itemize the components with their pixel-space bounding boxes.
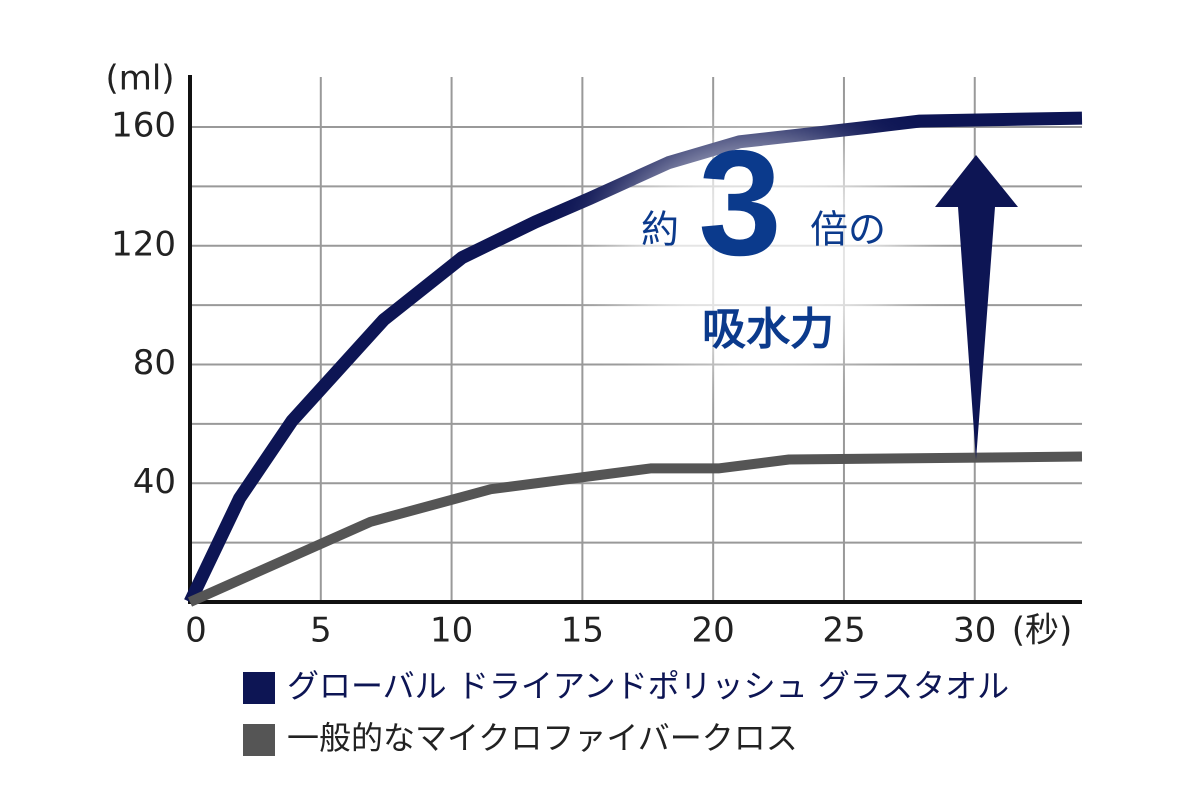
legend-swatch bbox=[243, 672, 275, 704]
y-tick-label: 120 bbox=[111, 224, 176, 264]
series-line bbox=[184, 111, 1083, 605]
annotation-text: 吸水力 bbox=[702, 304, 834, 355]
x-tick-label: 15 bbox=[561, 611, 604, 651]
y-tick-label: 160 bbox=[111, 106, 176, 146]
arrow bbox=[935, 155, 1018, 460]
series-line bbox=[187, 451, 1083, 607]
annotation-glow bbox=[610, 140, 910, 370]
legend-label: グローバル ドライアンドポリッシュ グラスタオル bbox=[287, 667, 1009, 705]
legend-label: 一般的なマイクロファイバークロス bbox=[287, 719, 798, 757]
x-tick-label: 20 bbox=[692, 611, 735, 651]
x-tick-label: 25 bbox=[822, 611, 865, 651]
y-tick-label: 80 bbox=[133, 343, 176, 383]
y-tick-label: 40 bbox=[133, 462, 176, 502]
x-tick-label: 5 bbox=[310, 611, 332, 651]
lines bbox=[184, 111, 1083, 607]
legend-swatch bbox=[243, 724, 275, 756]
grid: 40 80 120 160 0 5 10 15 20 25 30 bbox=[111, 75, 1082, 651]
annotation-number: 3 bbox=[698, 119, 781, 287]
x-tick-label: 0 bbox=[185, 611, 207, 651]
annotation-prefix: 約 bbox=[641, 208, 679, 252]
y-unit: (ml) bbox=[105, 59, 174, 99]
x-tick-label: 10 bbox=[430, 611, 473, 651]
x-tick-label: 30 bbox=[953, 611, 996, 651]
annotation: 約 3 倍の 吸水力 bbox=[641, 119, 886, 355]
annotation-suffix: 倍の bbox=[810, 208, 886, 252]
x-unit: (秒) bbox=[1012, 611, 1073, 651]
